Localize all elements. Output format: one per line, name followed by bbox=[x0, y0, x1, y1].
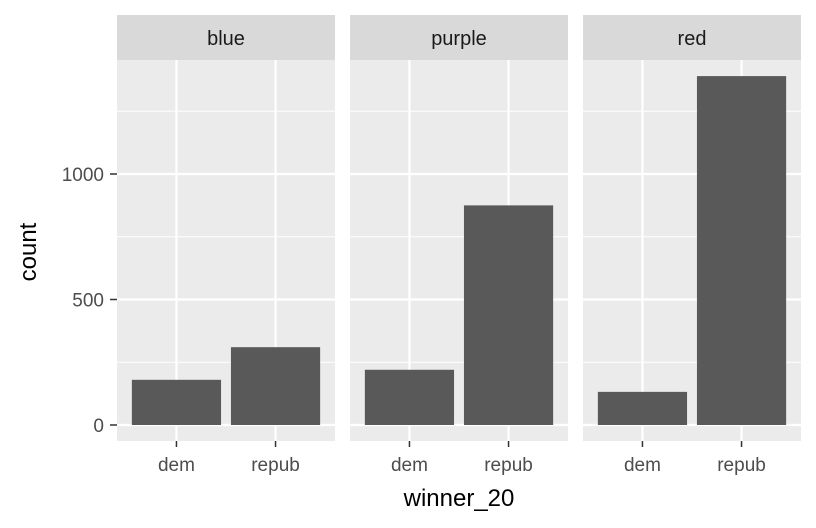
bar-red-dem bbox=[597, 391, 688, 425]
y-axis-title: count bbox=[15, 222, 42, 281]
bar-red-repub bbox=[696, 76, 787, 426]
bar-purple-repub bbox=[463, 205, 554, 425]
facet-strip bbox=[583, 15, 801, 60]
bar-blue-repub bbox=[230, 347, 321, 425]
y-tick-label: 1000 bbox=[62, 165, 104, 186]
facet-strip-label: red bbox=[678, 28, 707, 50]
x-tick-label: dem bbox=[158, 455, 195, 476]
x-tick-label: repub bbox=[717, 455, 766, 476]
bar-purple-dem bbox=[364, 369, 455, 425]
y-tick-label: 500 bbox=[72, 291, 104, 312]
x-tick-label: dem bbox=[391, 455, 428, 476]
bar-blue-dem bbox=[131, 379, 222, 425]
facet-strip bbox=[117, 15, 335, 60]
facet-panel-purple: purple dem repub bbox=[350, 15, 568, 476]
y-axis: 0 500 1000 bbox=[62, 165, 117, 437]
facet-panels: blue dem repub purple dem repub red dem repub bbox=[117, 15, 801, 476]
facet-strip bbox=[350, 15, 568, 60]
facet-panel-red: red dem repub bbox=[583, 15, 801, 476]
facet-panel-blue: blue dem repub bbox=[117, 15, 335, 476]
x-tick-label: dem bbox=[624, 455, 661, 476]
x-tick-label: repub bbox=[484, 455, 533, 476]
y-tick-label: 0 bbox=[93, 416, 104, 437]
x-tick-label: repub bbox=[251, 455, 300, 476]
facet-strip-label: blue bbox=[207, 28, 245, 50]
facet-strip-label: purple bbox=[431, 28, 487, 50]
x-axis-title: winner_20 bbox=[403, 485, 515, 512]
